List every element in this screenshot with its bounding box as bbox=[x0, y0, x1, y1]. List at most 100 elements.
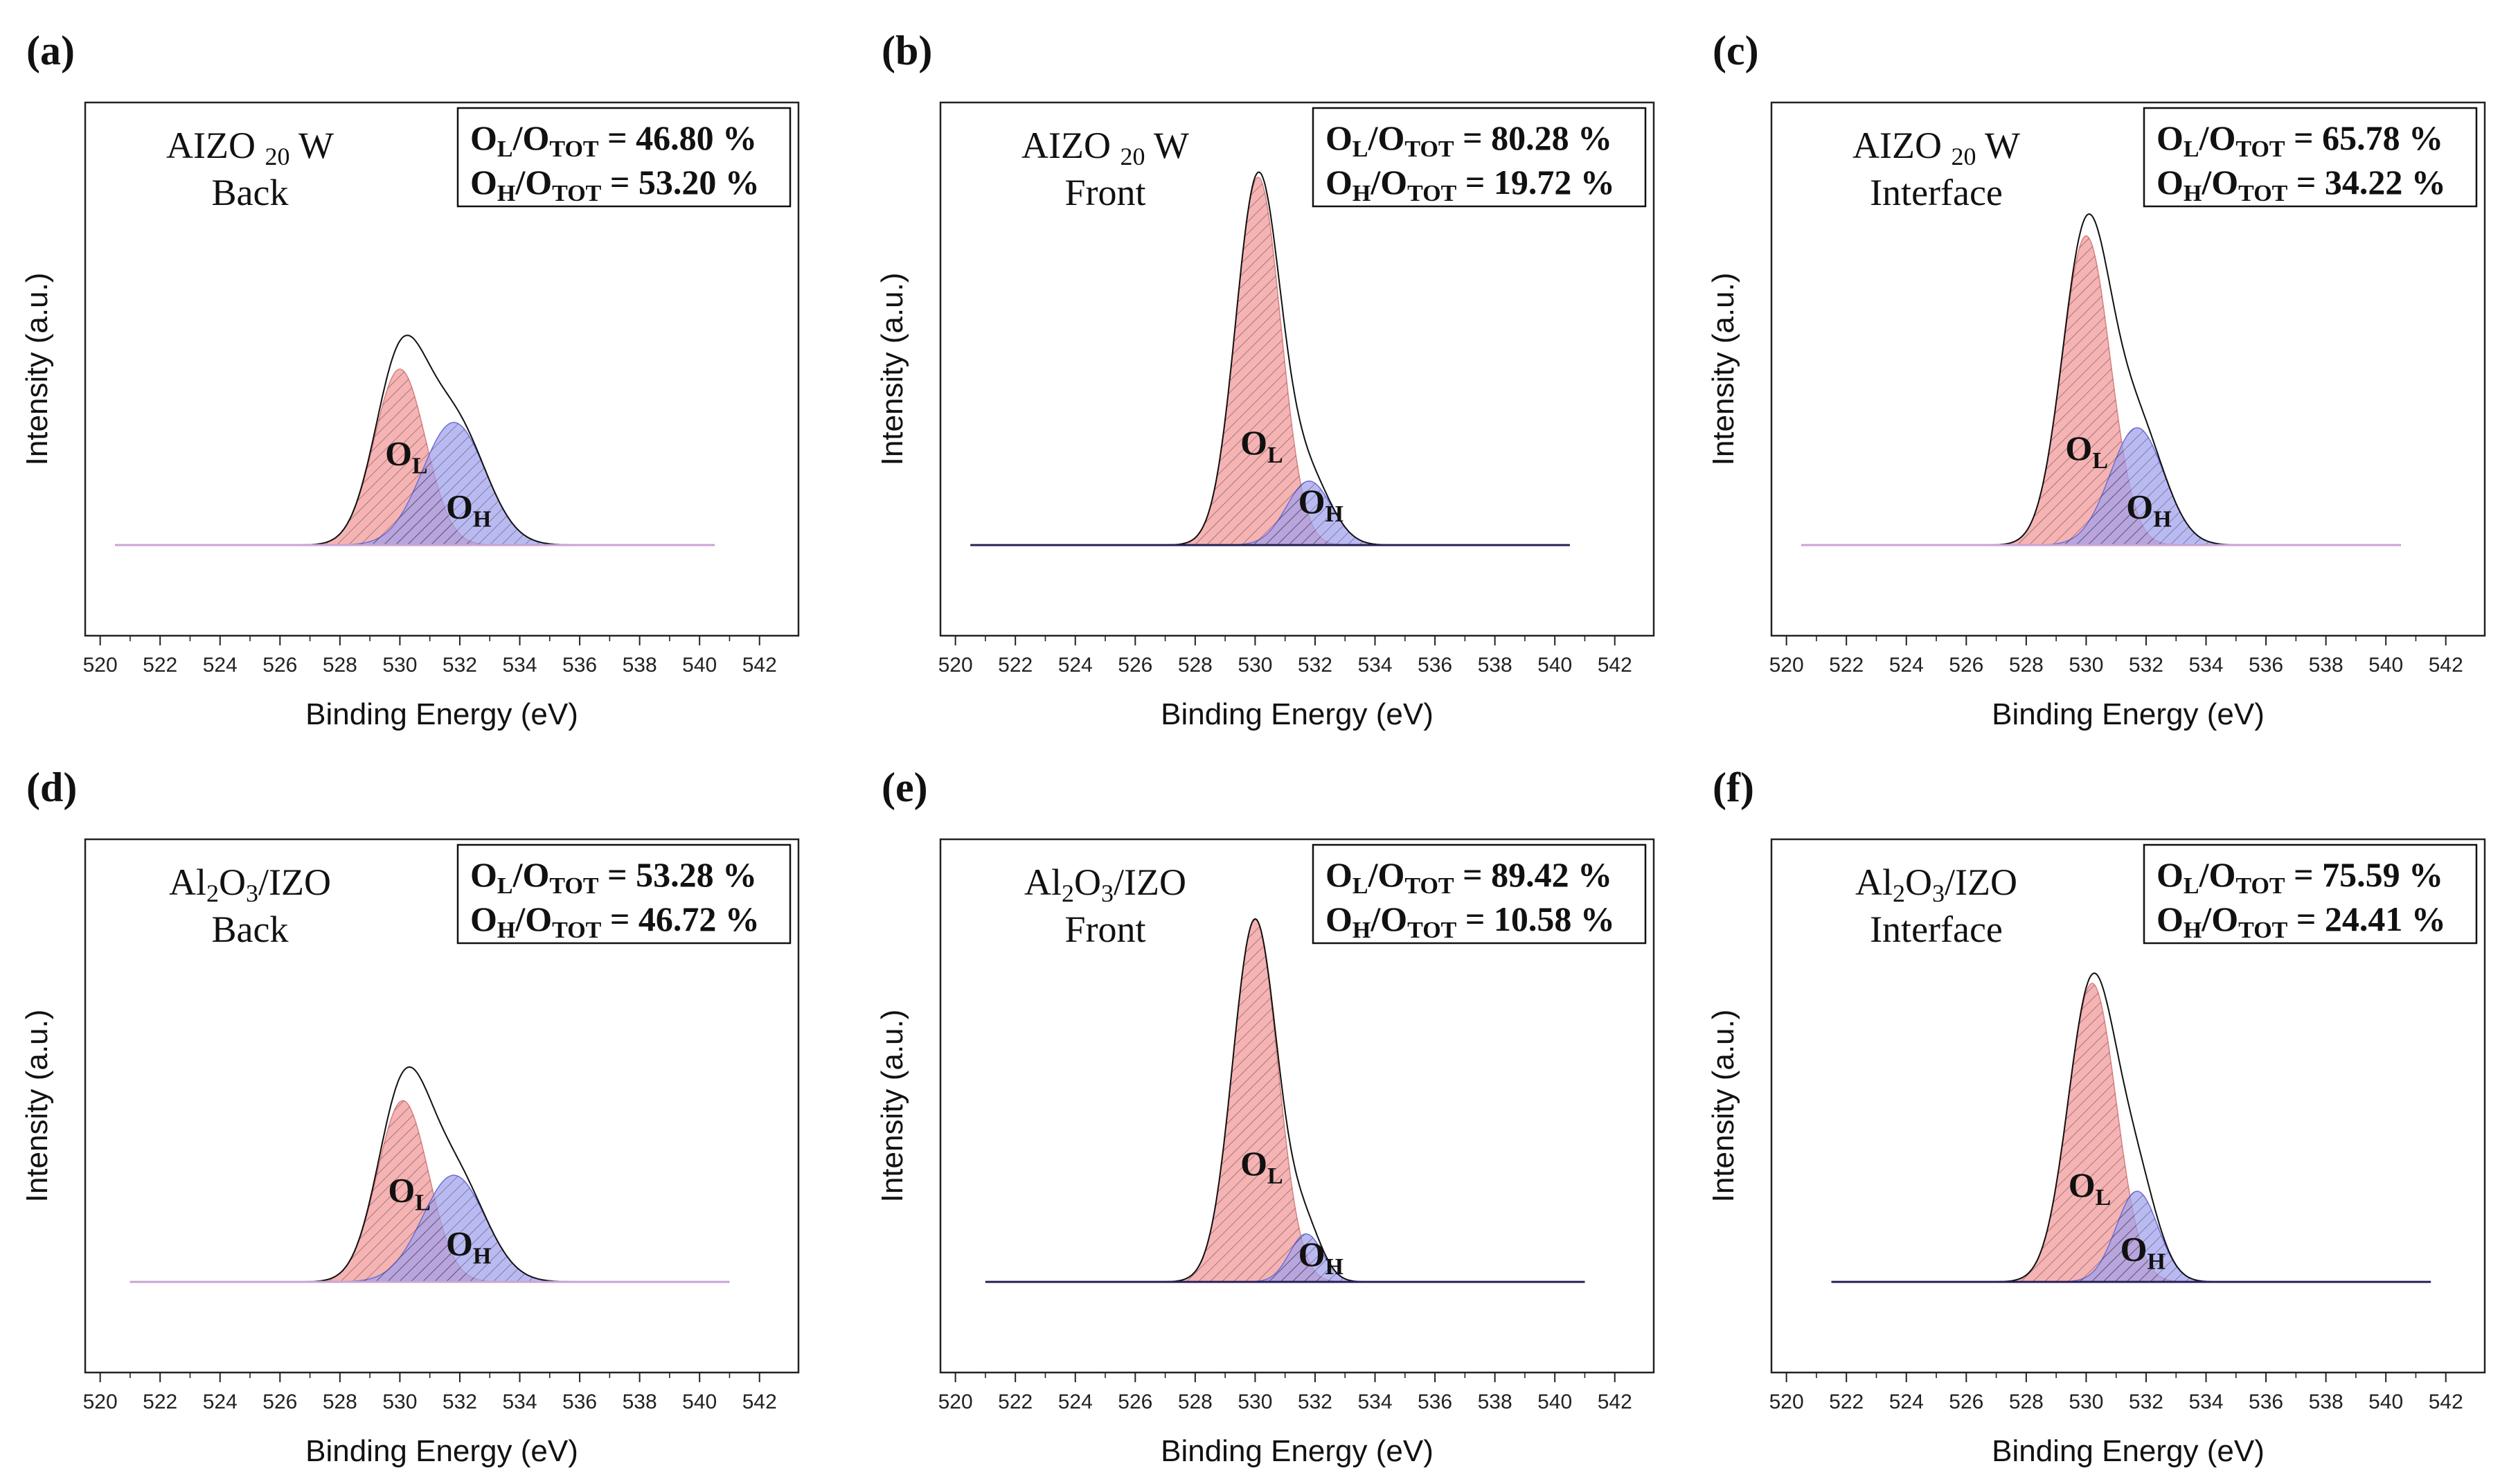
ol-peak-label: OL bbox=[1240, 1144, 1283, 1189]
plot-frame bbox=[84, 101, 800, 637]
x-tick-label: 530 bbox=[2069, 1391, 2103, 1413]
plot-frame bbox=[939, 101, 1655, 637]
x-tick-label: 540 bbox=[682, 1391, 717, 1413]
ratio-box bbox=[2143, 843, 2478, 945]
sample-name: Al2O3/IZO bbox=[169, 861, 331, 907]
ol-peak-label: OL bbox=[1240, 423, 1283, 468]
x-tick-label: 538 bbox=[2309, 654, 2343, 677]
x-tick-label: 528 bbox=[2009, 654, 2044, 677]
oh-ratio-text: OH/OTOT = 10.58 % bbox=[1325, 900, 1615, 943]
x-tick-label: 522 bbox=[143, 654, 177, 677]
x-tick-label: 526 bbox=[1118, 1391, 1152, 1413]
x-tick-label: 534 bbox=[1357, 1391, 1392, 1413]
x-axis-label: Binding Energy (eV) bbox=[305, 1434, 578, 1468]
x-tick-label: 530 bbox=[382, 1391, 417, 1413]
ol-ratio-text: OL/OTOT = 53.28 % bbox=[470, 855, 757, 899]
x-tick-label: 530 bbox=[382, 654, 417, 677]
x-tick-label: 528 bbox=[323, 1391, 357, 1413]
x-tick-label: 536 bbox=[2249, 654, 2283, 677]
x-tick-label: 532 bbox=[443, 1391, 477, 1413]
x-tick-label: 522 bbox=[998, 1391, 1033, 1413]
x-tick-label: 530 bbox=[1238, 654, 1272, 677]
x-tick-label: 526 bbox=[262, 1391, 297, 1413]
x-tick-label: 534 bbox=[502, 1391, 537, 1413]
oh-ratio-text: OH/OTOT = 53.20 % bbox=[470, 163, 760, 206]
x-tick-label: 540 bbox=[682, 654, 717, 677]
y-axis-label: Intensity (a.u.) bbox=[1706, 1010, 1740, 1203]
panel-letter: (b) bbox=[882, 28, 932, 73]
x-tick-label: 536 bbox=[1418, 654, 1452, 677]
x-tick-label: 520 bbox=[938, 1391, 973, 1413]
x-tick-label: 530 bbox=[2069, 654, 2103, 677]
x-tick-label: 538 bbox=[1478, 654, 1512, 677]
x-tick-label: 524 bbox=[203, 1391, 238, 1413]
x-tick-label: 526 bbox=[1949, 1391, 1983, 1413]
x-tick-label: 534 bbox=[1357, 654, 1392, 677]
oh-peak-label: OH bbox=[1298, 1235, 1343, 1280]
x-tick-label: 542 bbox=[2429, 654, 2463, 677]
x-tick-label: 522 bbox=[1829, 1391, 1864, 1413]
ol-ratio-text: OL/OTOT = 75.59 % bbox=[2157, 855, 2443, 899]
oh-peak-label: OH bbox=[446, 1224, 491, 1269]
panel-letter: (d) bbox=[26, 765, 77, 810]
x-tick-label: 520 bbox=[83, 1391, 118, 1413]
panel-letter: (c) bbox=[1713, 28, 1759, 73]
sample-position: Back bbox=[212, 909, 289, 950]
x-tick-label: 536 bbox=[562, 654, 597, 677]
x-tick-label: 532 bbox=[1298, 654, 1332, 677]
oh-peak-hatch bbox=[985, 1233, 1585, 1282]
plot-frame bbox=[84, 838, 800, 1374]
x-tick-label: 532 bbox=[1298, 1391, 1332, 1413]
oh-ratio-text: OH/OTOT = 34.22 % bbox=[2157, 163, 2446, 206]
x-tick-label: 520 bbox=[1769, 654, 1804, 677]
sample-position: Back bbox=[212, 172, 289, 213]
ol-peak-label: OL bbox=[2069, 1165, 2111, 1210]
oh-ratio-text: OH/OTOT = 46.72 % bbox=[470, 900, 760, 943]
x-tick-label: 524 bbox=[1889, 654, 1924, 677]
x-tick-label: 524 bbox=[203, 654, 238, 677]
x-tick-label: 528 bbox=[2009, 1391, 2044, 1413]
ol-peak-label: OL bbox=[2065, 429, 2108, 474]
x-tick-label: 540 bbox=[1537, 1391, 1572, 1413]
ratio-box bbox=[456, 843, 792, 945]
plot-frame bbox=[939, 838, 1655, 1374]
x-axis-label: Binding Energy (eV) bbox=[305, 697, 578, 731]
x-tick-label: 538 bbox=[2309, 1391, 2343, 1413]
x-tick-label: 520 bbox=[1769, 1391, 1804, 1413]
x-tick-label: 538 bbox=[623, 654, 657, 677]
x-tick-label: 536 bbox=[2249, 1391, 2283, 1413]
x-tick-label: 540 bbox=[1537, 654, 1572, 677]
y-axis-label: Intensity (a.u.) bbox=[875, 273, 909, 466]
x-tick-label: 542 bbox=[742, 1391, 777, 1413]
oh-peak-hatch bbox=[130, 1175, 730, 1282]
oh-peak-label: OH bbox=[1298, 482, 1343, 527]
x-tick-label: 524 bbox=[1889, 1391, 1924, 1413]
sample-name: AIZO 20 W bbox=[1021, 125, 1189, 170]
x-axis-label: Binding Energy (eV) bbox=[1161, 697, 1434, 731]
x-tick-label: 532 bbox=[2129, 1391, 2163, 1413]
x-tick-label: 536 bbox=[1418, 1391, 1452, 1413]
x-axis-label: Binding Energy (eV) bbox=[1992, 1434, 2265, 1468]
x-tick-label: 532 bbox=[443, 654, 477, 677]
panel-letter: (e) bbox=[882, 765, 928, 810]
x-tick-label: 522 bbox=[143, 1391, 177, 1413]
ratio-box bbox=[1312, 107, 1647, 208]
x-tick-label: 538 bbox=[1478, 1391, 1512, 1413]
x-tick-label: 534 bbox=[2188, 654, 2223, 677]
ol-peak-hatch bbox=[970, 177, 1570, 546]
x-axis-label: Binding Energy (eV) bbox=[1992, 697, 2265, 731]
x-tick-label: 524 bbox=[1058, 1391, 1093, 1413]
y-axis-label: Intensity (a.u.) bbox=[20, 1010, 54, 1203]
y-axis-label: Intensity (a.u.) bbox=[20, 273, 54, 466]
plot-frame bbox=[1770, 838, 2486, 1374]
ol-peak-hatch bbox=[985, 919, 1585, 1282]
ol-peak-hatch bbox=[115, 369, 715, 546]
panel-a: (a) 520 522 524 526 528 530 532 534 536 538 540 542 B… bbox=[20, 28, 800, 731]
panel-d: (d) 520 522 524 526 528 530 532 534 536 538 540 542 B… bbox=[20, 765, 800, 1468]
oh-ratio-text: OH/OTOT = 19.72 % bbox=[1325, 163, 1615, 206]
x-tick-label: 540 bbox=[2368, 1391, 2403, 1413]
ol-ratio-text: OL/OTOT = 46.80 % bbox=[470, 118, 757, 162]
plot-frame bbox=[1770, 101, 2486, 637]
x-tick-label: 522 bbox=[1829, 654, 1864, 677]
